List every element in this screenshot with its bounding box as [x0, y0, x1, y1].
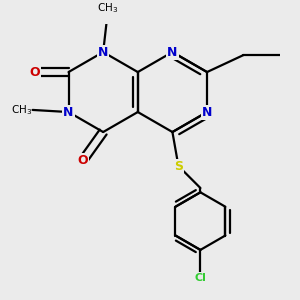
Text: N: N	[63, 106, 74, 118]
Text: N: N	[98, 46, 108, 59]
Text: CH$_3$: CH$_3$	[97, 2, 118, 15]
Text: CH$_3$: CH$_3$	[11, 103, 33, 117]
Text: N: N	[202, 106, 212, 118]
Text: O: O	[29, 66, 40, 79]
Text: O: O	[78, 154, 88, 166]
Text: S: S	[174, 160, 183, 172]
Text: Cl: Cl	[194, 273, 206, 283]
Text: N: N	[167, 46, 178, 59]
